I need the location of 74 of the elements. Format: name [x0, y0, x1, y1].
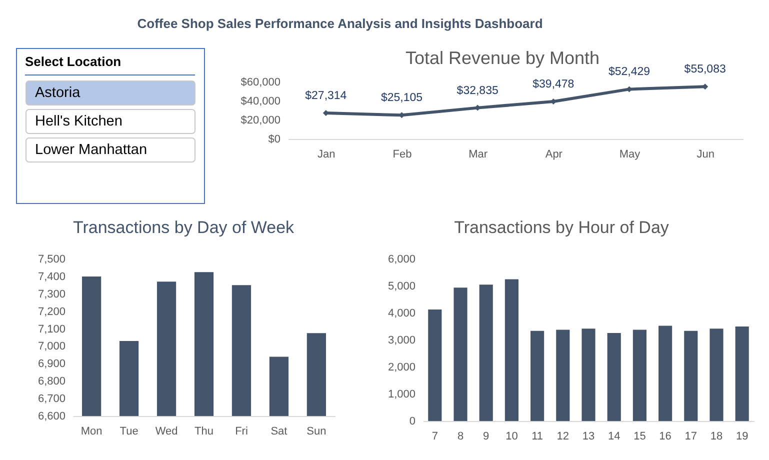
x-tick-label: 15 — [634, 430, 646, 442]
y-tick-label: $0 — [268, 134, 280, 146]
data-label: $32,835 — [456, 84, 498, 97]
y-tick-label: $20,000 — [240, 114, 280, 126]
x-tick-label: Apr — [545, 148, 563, 160]
bar — [632, 330, 646, 421]
y-tick-label: 6,900 — [38, 358, 66, 370]
y-tick-label: 6,600 — [38, 410, 66, 422]
x-tick-label: 16 — [659, 430, 672, 442]
x-tick-label: Wed — [155, 426, 178, 438]
x-tick-label: Tue — [120, 426, 138, 438]
x-tick-label: 11 — [532, 430, 544, 442]
y-tick-label: $60,000 — [240, 76, 280, 88]
x-tick-label: Mon — [80, 426, 102, 438]
bar — [479, 284, 493, 421]
x-tick-label: 9 — [483, 430, 490, 442]
category-label: Astoria — [35, 85, 82, 101]
y-tick-label: 6,800 — [38, 376, 66, 388]
y-tick-label: 7,400 — [38, 270, 66, 283]
y-tick-label: 4,000 — [388, 308, 416, 320]
text: Coffee Shop Sales Performance Analysis and Insights Dashboard — [137, 16, 543, 31]
x-tick-label: 17 — [684, 430, 698, 442]
y-tick-label: 5,000 — [388, 280, 416, 292]
y-tick-label: 3,000 — [388, 334, 416, 346]
bar — [710, 328, 724, 421]
y-tick-label: 7,300 — [38, 288, 66, 300]
y-tick-label: 7,200 — [38, 306, 66, 318]
data-label: $25,105 — [380, 92, 423, 104]
chart-title: Total Revenue by Month — [405, 48, 600, 68]
category-label: Hell's Kitchen — [35, 114, 122, 130]
y-tick-label: 7,100 — [38, 323, 66, 336]
y-tick-label: 6,700 — [38, 393, 66, 406]
x-tick-label: 7 — [432, 430, 438, 442]
bar — [684, 330, 698, 421]
chart-title: Transactions by Hour of Day — [454, 218, 670, 237]
x-tick-label: Jun — [696, 148, 714, 160]
bar — [556, 330, 570, 421]
y-tick-label: 6,000 — [388, 254, 416, 266]
y-tick-label: $40,000 — [240, 96, 280, 108]
y-tick-label: 2,000 — [388, 362, 416, 374]
x-tick-label: Sun — [306, 426, 326, 438]
data-label: $39,478 — [532, 78, 574, 90]
bar — [530, 330, 544, 421]
x-tick-label: 10 — [506, 430, 518, 442]
x-tick-label: 18 — [710, 430, 723, 442]
y-tick-label: 7,000 — [38, 340, 66, 353]
bar — [454, 288, 468, 421]
bar — [658, 326, 672, 421]
bar — [504, 279, 518, 421]
data-label: $52,429 — [608, 66, 650, 78]
y-tick-label: 0 — [409, 416, 416, 428]
x-tick-label: Feb — [392, 148, 412, 160]
x-tick-label: Sat — [270, 426, 288, 438]
x-tick-label: 14 — [608, 430, 620, 442]
text: Select Location — [25, 54, 122, 69]
x-tick-label: 13 — [582, 430, 595, 442]
bar — [428, 309, 442, 421]
x-tick-label: Jan — [318, 148, 336, 160]
data-label: $55,083 — [684, 64, 726, 76]
chart-title: Transactions by Day of Week — [72, 218, 295, 237]
bar — [582, 328, 596, 421]
category-label: Lower Manhattan — [35, 142, 148, 158]
x-tick-label: 19 — [736, 430, 748, 442]
data-label: $27,314 — [305, 90, 348, 102]
bar — [735, 326, 749, 421]
x-tick-label: Mar — [468, 148, 488, 160]
y-tick-label: 1,000 — [388, 388, 416, 400]
x-tick-label: 8 — [457, 430, 464, 442]
bar — [607, 332, 621, 421]
y-tick-label: 7,500 — [38, 254, 66, 266]
x-tick-label: May — [619, 148, 641, 160]
x-tick-label: Fri — [235, 426, 248, 438]
x-tick-label: 12 — [556, 430, 570, 442]
x-tick-label: Thu — [194, 426, 214, 438]
